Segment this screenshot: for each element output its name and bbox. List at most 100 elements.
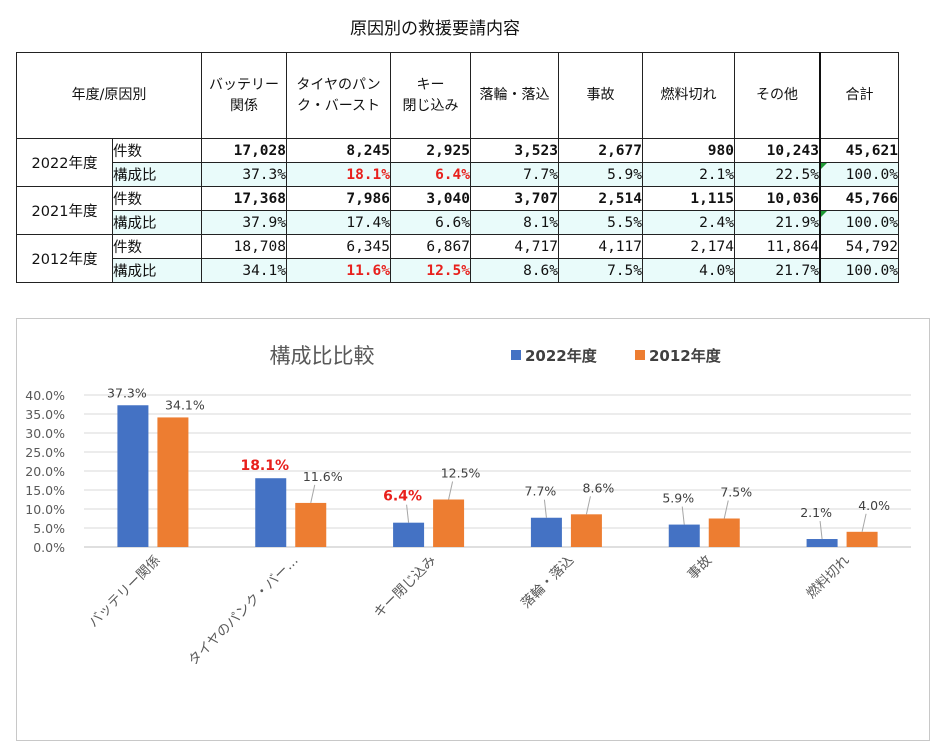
bar-2012年度-5: [846, 531, 878, 547]
table-cell: 37.9%: [201, 210, 287, 235]
table-row: 構成比 34.1% 11.6% 12.5% 8.6% 7.5% 4.0% 21.…: [17, 258, 899, 283]
table-cell-highlight: 6.4%: [390, 162, 471, 187]
table-cell: 5.9%: [558, 162, 643, 187]
col-header-other: その他: [734, 52, 821, 139]
table-cell: 3,707: [470, 186, 559, 211]
data-label: 8.6%: [583, 480, 615, 495]
table-cell: 2.1%: [642, 162, 735, 187]
table-cell: 8.6%: [470, 258, 559, 283]
bar-2012年度-0: [157, 417, 189, 547]
x-category-label: 落輪・落込: [517, 551, 577, 611]
y-tick-label: 0.0%: [33, 540, 65, 555]
bar-2022年度-5: [806, 539, 838, 547]
table-cell: 5.5%: [558, 210, 643, 235]
table-cell: 45,766: [819, 186, 899, 211]
gridlines: [84, 394, 911, 548]
bar-2022年度-2: [393, 522, 425, 547]
x-axis-categories: バッテリー関係 タイヤのパンク・バー… キー閉じ込み 落輪・落込 事故 燃料切れ: [86, 551, 854, 668]
data-label: 34.1%: [165, 397, 205, 412]
legend: 2022年度 2012年度: [511, 347, 722, 365]
rescue-stats-table: 年度/原因別 バッテリー 関係 タイヤのパン ク・バースト キー 閉じ込み 落輪・落込…: [16, 52, 899, 283]
table-cell: 10,243: [734, 138, 821, 163]
data-label-leader: [543, 499, 547, 518]
table-cell: 4.0%: [642, 258, 735, 283]
data-label: 4.0%: [858, 498, 890, 513]
col-header-wheel-drop: 落輪・落込: [470, 52, 559, 139]
chart-canvas: 0.0% 5.0% 10.0% 15.0% 20.0% 25.0% 30.0% 35.0% 40…: [25, 344, 911, 669]
table-cell: 7,986: [286, 186, 391, 211]
legend-swatch-2022: [511, 350, 521, 360]
table-cell: 2,925: [390, 138, 471, 163]
col-header-key: キー 閉じ込み: [390, 52, 471, 139]
data-label-leader: [310, 484, 316, 504]
row-kind-label: 構成比: [112, 162, 202, 187]
y-axis-ticks: 0.0% 5.0% 10.0% 15.0% 20.0% 25.0% 30.0% 35.0% 40…: [25, 388, 65, 555]
year-label: 2012年度: [16, 234, 113, 283]
col-header-accident: 事故: [558, 52, 643, 139]
year-label: 2021年度: [16, 186, 113, 235]
x-category-label: 事故: [685, 552, 716, 583]
y-tick-label: 15.0%: [25, 483, 65, 498]
data-label: 7.7%: [525, 484, 557, 499]
composition-chart: 0.0% 5.0% 10.0% 15.0% 20.0% 25.0% 30.0% 35.0% 40…: [16, 318, 930, 741]
table-row: 2012年度 件数 18,708 6,345 6,867 4,717 4,117…: [16, 234, 899, 283]
bars: [117, 405, 878, 547]
bar-2022年度-1: [255, 478, 287, 547]
row-kind-label: 件数: [112, 234, 202, 259]
table-cell: 6.6%: [390, 210, 471, 235]
table-cell: 980: [642, 138, 735, 163]
table-cell: 54,792: [819, 234, 899, 259]
x-category-label: 燃料切れ: [803, 551, 854, 602]
data-label-leader: [723, 500, 729, 519]
legend-label-2012: 2012年度: [649, 347, 722, 365]
data-labels: 37.3% 34.1% 18.1% 11.6% 6.4% 12.5% 7.7% 8.6% 5.9…: [107, 385, 890, 540]
table-cell: 2,174: [642, 234, 735, 259]
table-cell: 6,867: [390, 234, 471, 259]
data-label: 18.1%: [240, 458, 289, 474]
data-label: 6.4%: [383, 489, 422, 505]
x-category-label: キー閉じ込み: [371, 553, 440, 622]
table-cell: 45,621: [819, 138, 899, 163]
table-cell-highlight: 11.6%: [286, 258, 391, 283]
table-cell: 34.1%: [201, 258, 287, 283]
table-cell: 2.4%: [642, 210, 735, 235]
table-cell: 11,864: [734, 234, 821, 259]
corner-header: 年度/原因別: [16, 52, 202, 139]
table-cell: 18,708: [201, 234, 287, 259]
table-cell: 100.0%: [819, 210, 899, 235]
table-cell: 4,117: [558, 234, 643, 259]
table-cell: 8.1%: [470, 210, 559, 235]
table-row: 構成比 37.3% 18.1% 6.4% 7.7% 5.9% 2.1% 22.5…: [17, 162, 899, 187]
y-tick-label: 35.0%: [25, 407, 65, 422]
y-tick-label: 5.0%: [33, 521, 65, 536]
data-label: 11.6%: [303, 469, 343, 484]
data-label-leader: [406, 504, 410, 523]
bar-2022年度-3: [530, 517, 562, 547]
table-cell: 17,368: [201, 186, 287, 211]
table-cell: 7.7%: [470, 162, 559, 187]
data-label: 5.9%: [662, 491, 694, 506]
y-tick-label: 20.0%: [25, 464, 65, 479]
data-label-leader: [448, 481, 454, 500]
row-kind-label: 構成比: [112, 258, 202, 283]
y-tick-label: 10.0%: [25, 502, 65, 517]
table-cell: 17,028: [201, 138, 287, 163]
table-cell: 100.0%: [819, 162, 899, 187]
table-cell-highlight: 18.1%: [286, 162, 391, 187]
table-row: 2021年度 件数 17,368 7,986 3,040 3,707 2,514…: [16, 186, 899, 235]
table-cell: 21.9%: [734, 210, 821, 235]
table-cell: 6,345: [286, 234, 391, 259]
data-label-leader: [585, 496, 591, 515]
table-cell-highlight: 12.5%: [390, 258, 471, 283]
data-label-leader: [819, 520, 823, 540]
table-row: 構成比 37.9% 17.4% 6.6% 8.1% 5.5% 2.4% 21.9…: [17, 210, 899, 235]
page-title: 原因別の救援要請内容: [350, 19, 520, 39]
table-cell: 7.5%: [558, 258, 643, 283]
col-header-tire: タイヤのパン ク・バースト: [286, 52, 391, 139]
table-cell: 10,036: [734, 186, 821, 211]
bar-2022年度-0: [117, 405, 149, 547]
legend-label-2022: 2022年度: [525, 347, 598, 365]
table-header-row: 年度/原因別 バッテリー 関係 タイヤのパン ク・バースト キー 閉じ込み 落輪・落込…: [16, 52, 899, 139]
table-cell: 1,115: [642, 186, 735, 211]
bar-2012年度-2: [433, 499, 465, 547]
